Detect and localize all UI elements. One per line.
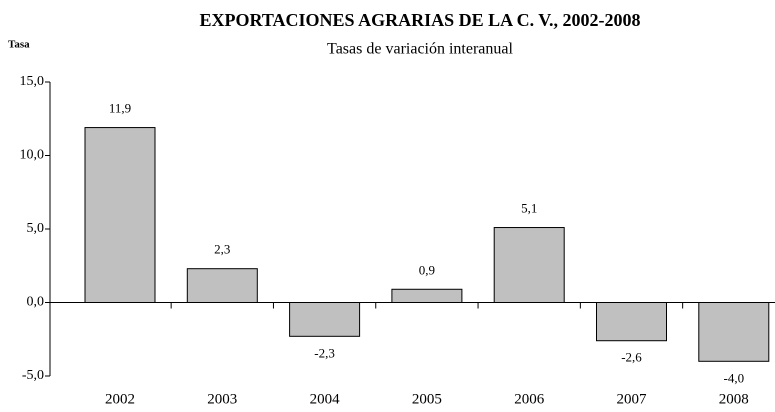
chart-title: EXPORTACIONES AGRARIAS DE LA C. V., 2002… xyxy=(200,10,641,30)
y-tick-label: 15,0 xyxy=(20,74,45,89)
y-tick-label: -5,0 xyxy=(22,368,44,383)
x-tick-label: 2007 xyxy=(617,391,648,407)
bar xyxy=(596,302,667,342)
bar xyxy=(391,288,463,303)
x-tick-label: 2005 xyxy=(412,391,442,407)
y-tick-label: 5,0 xyxy=(27,221,45,236)
x-tick-label: 2004 xyxy=(310,391,341,407)
value-label: 0,9 xyxy=(419,262,435,277)
value-label: 11,9 xyxy=(109,101,131,116)
bar xyxy=(493,227,565,303)
x-tick-label: 2008 xyxy=(719,391,749,407)
x-tick-label: 2006 xyxy=(514,391,545,407)
value-label: 2,3 xyxy=(214,242,230,257)
bar xyxy=(186,268,258,304)
value-label: -2,3 xyxy=(314,345,335,360)
value-label: -4,0 xyxy=(724,370,745,385)
y-tick-label: 10,0 xyxy=(20,148,45,163)
value-label: -2,6 xyxy=(621,350,642,365)
bar xyxy=(698,302,770,362)
bar xyxy=(84,127,156,303)
y-tick-label: 0,0 xyxy=(27,295,45,310)
value-label: 5,1 xyxy=(521,201,537,216)
bar xyxy=(289,302,361,337)
x-tick-label: 2003 xyxy=(207,391,237,407)
chart-subtitle: Tasas de variación interanual xyxy=(327,41,513,58)
x-tick-label: 2002 xyxy=(105,391,135,407)
y-axis-label: Tasa xyxy=(8,39,30,51)
